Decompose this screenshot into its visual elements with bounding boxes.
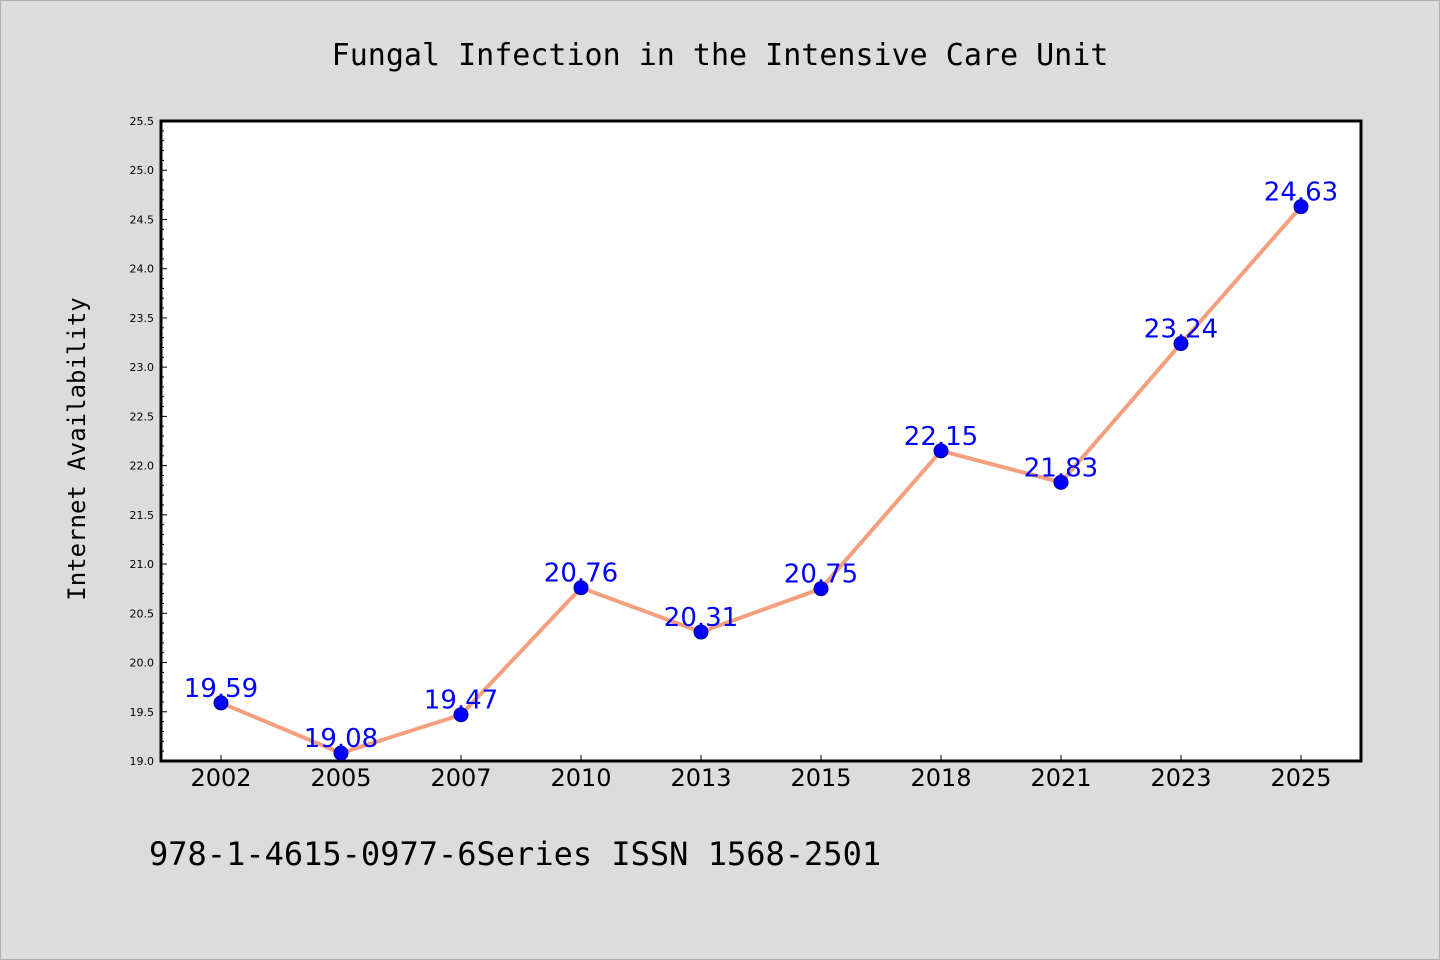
data-label: 24.63 — [1264, 178, 1338, 208]
y-tick-label: 22.0 — [130, 460, 155, 473]
y-tick-label: 24.0 — [130, 263, 155, 276]
series-line — [220, 205, 1303, 756]
x-tick-label: 2010 — [550, 764, 611, 792]
y-tick-label: 23.0 — [130, 361, 155, 374]
x-tick-label: 2013 — [670, 764, 731, 792]
data-label: 20.76 — [544, 559, 618, 589]
x-tick-label: 2018 — [910, 764, 971, 792]
series-layer: 19.59 19.08 19.47 20.76 20.31 20.75 22.15 21.83… — [184, 178, 1338, 761]
data-label: 21.83 — [1024, 453, 1098, 483]
footer-text: 978-1-4615-0977-6Series ISSN 1568-2501 — [149, 835, 881, 873]
x-tick-label: 2005 — [310, 764, 371, 792]
y-axis-label: Internet Availability — [63, 297, 91, 600]
x-tick-label: 2021 — [1030, 764, 1091, 792]
y-tick-label: 25.0 — [130, 164, 155, 177]
x-tick-label: 2007 — [430, 764, 491, 792]
x-axis: 2002 2005 2007 2010 2013 2015 2018 2021 2023 2025 — [190, 755, 1332, 792]
x-tick-label: 2002 — [190, 764, 251, 792]
data-point — [1293, 199, 1309, 215]
data-point — [1053, 474, 1069, 490]
y-tick-label: 21.5 — [130, 509, 155, 522]
y-tick-label: 25.5 — [130, 115, 155, 128]
y-axis: 19.0 19.5 20.0 20.5 21.0 21.5 22.0 22.5 23.0 23.5… — [130, 115, 167, 768]
data-point — [453, 707, 469, 723]
data-point — [333, 745, 349, 761]
y-tick-label: 23.5 — [130, 312, 155, 325]
x-tick-label: 2023 — [1150, 764, 1211, 792]
data-label: 19.08 — [304, 724, 378, 754]
data-point — [573, 580, 589, 596]
chart-title: Fungal Infection in the Intensive Care U… — [332, 38, 1109, 73]
y-tick-label: 22.5 — [130, 410, 155, 423]
data-point — [213, 695, 229, 711]
data-label: 20.75 — [784, 560, 858, 590]
y-tick-label: 21.0 — [130, 558, 155, 571]
data-point — [693, 624, 709, 640]
data-label: 23.24 — [1144, 315, 1218, 345]
y-tick-label: 19.0 — [130, 755, 155, 768]
x-tick-label: 2025 — [1270, 764, 1331, 792]
data-label: 20.31 — [664, 603, 738, 633]
data-label: 19.47 — [424, 686, 498, 716]
data-point — [813, 581, 829, 597]
y-tick-label: 20.5 — [130, 607, 155, 620]
data-point — [1173, 336, 1189, 352]
data-label: 22.15 — [904, 422, 978, 452]
x-tick-label: 2015 — [790, 764, 851, 792]
y-tick-label: 19.5 — [130, 706, 155, 719]
plot-area — [159, 119, 1363, 763]
y-tick-label: 24.5 — [130, 213, 155, 226]
data-point — [933, 443, 949, 459]
y-tick-label: 20.0 — [130, 657, 155, 670]
data-label: 19.59 — [184, 674, 258, 704]
